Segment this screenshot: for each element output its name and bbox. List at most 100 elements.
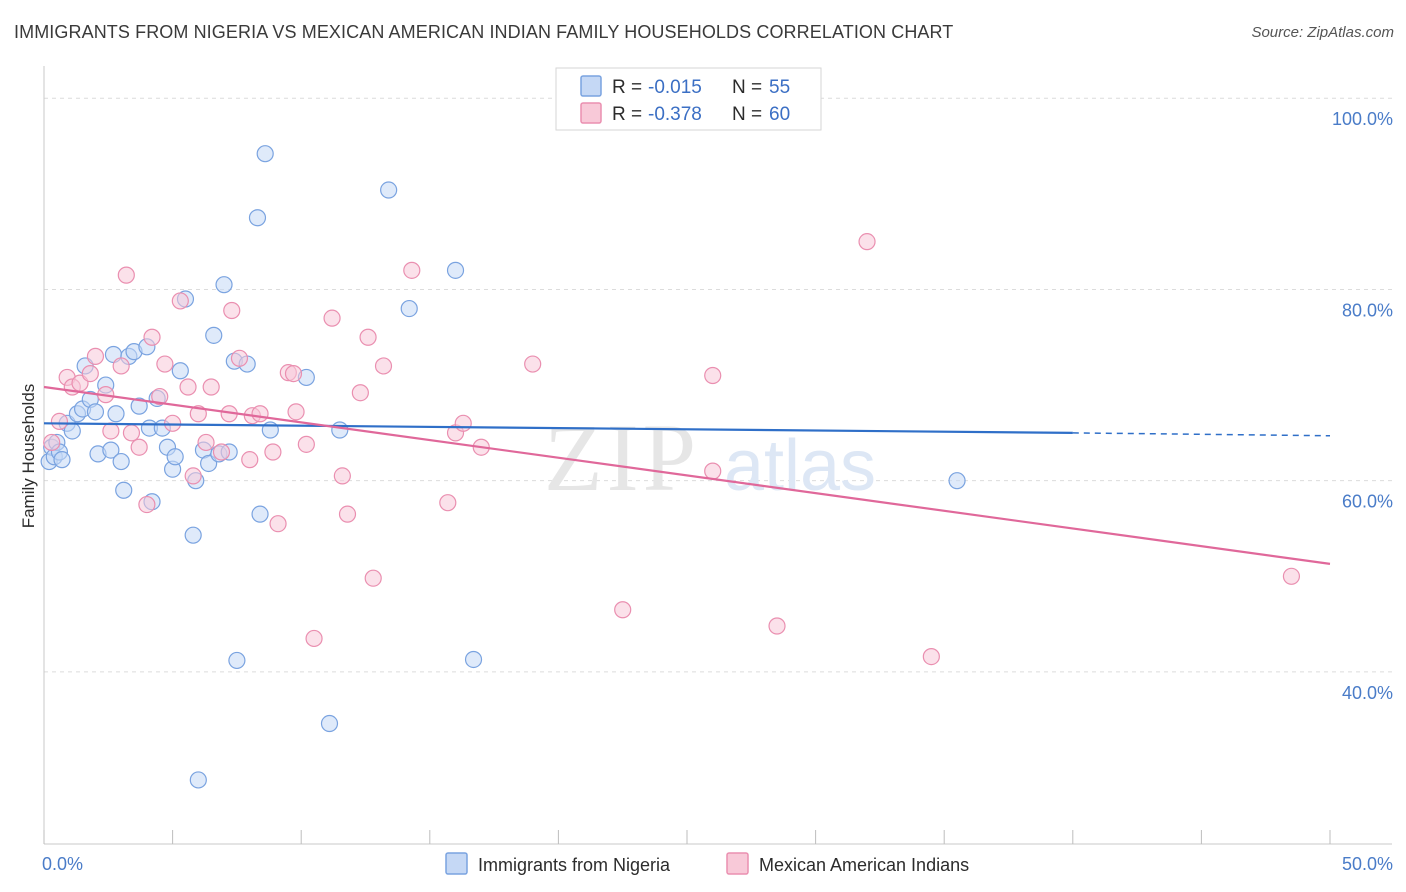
watermark-atlas: atlas bbox=[724, 426, 876, 506]
point-mexican-american-indians-42 bbox=[364, 569, 382, 587]
source-credit: Source: ZipAtlas.com bbox=[1251, 24, 1394, 41]
bottom-legend-label-mexican-american-indians: Mexican American Indians bbox=[759, 855, 969, 875]
point-mexican-american-indians-10 bbox=[117, 266, 135, 284]
axes: 40.0% 60.0% 80.0% 100.0% 0.0% 50.0% Family Hou… bbox=[19, 66, 1393, 874]
legend-n-label-1: N = bbox=[732, 77, 762, 98]
x-tick-label-1: 50.0% bbox=[1342, 854, 1393, 874]
point-mexican-american-indians-22 bbox=[197, 433, 215, 452]
point-mexican-american-indians-18 bbox=[171, 292, 189, 310]
point-nigeria-46 bbox=[251, 505, 269, 523]
point-mexican-american-indians-36 bbox=[297, 435, 315, 453]
point-nigeria-5 bbox=[53, 451, 71, 469]
point-mexican-american-indians-56 bbox=[1282, 567, 1301, 585]
point-nigeria-38 bbox=[205, 326, 223, 344]
legend-r-label-1: R = bbox=[612, 77, 642, 98]
point-mexican-american-indians-5 bbox=[81, 365, 99, 383]
point-nigeria-22 bbox=[130, 397, 148, 415]
point-mexican-american-indians-39 bbox=[338, 505, 357, 523]
y-tick-label-2: 80.0% bbox=[1342, 300, 1393, 320]
point-mexican-american-indians-13 bbox=[138, 495, 156, 514]
point-mexican-american-indians-32 bbox=[269, 515, 287, 533]
point-mexican-american-indians-37 bbox=[323, 309, 341, 327]
point-nigeria-53 bbox=[400, 299, 418, 318]
point-mexican-american-indians-27 bbox=[230, 349, 249, 367]
y-axis-title: Family Households bbox=[19, 384, 38, 529]
point-mexican-american-indians-19 bbox=[179, 378, 197, 396]
point-mexican-american-indians-24 bbox=[212, 443, 231, 461]
legend-swatch-nigeria bbox=[580, 75, 602, 97]
point-mexican-american-indians-17 bbox=[164, 414, 182, 432]
point-mexican-american-indians-54 bbox=[858, 233, 876, 251]
point-mexican-american-indians-16 bbox=[156, 355, 174, 373]
trend-line-nigeria bbox=[43, 422, 1073, 434]
point-mexican-american-indians-0 bbox=[43, 433, 61, 452]
point-nigeria-33 bbox=[184, 526, 202, 544]
point-mexican-american-indians-52 bbox=[704, 462, 722, 480]
point-mexican-american-indians-8 bbox=[102, 422, 120, 440]
point-nigeria-31 bbox=[171, 362, 189, 380]
point-mexican-american-indians-38 bbox=[333, 467, 351, 485]
point-mexican-american-indians-40 bbox=[351, 384, 369, 402]
legend-r-value-1: -0.015 bbox=[648, 77, 702, 98]
legend-n-label-2: N = bbox=[732, 104, 762, 125]
legend-r-value-2: -0.378 bbox=[648, 104, 702, 125]
x-tick-label-0: 0.0% bbox=[42, 854, 83, 874]
point-mexican-american-indians-12 bbox=[130, 438, 148, 456]
point-mexican-american-indians-26 bbox=[223, 301, 241, 320]
point-mexican-american-indians-20 bbox=[184, 467, 202, 485]
point-mexican-american-indians-47 bbox=[454, 414, 472, 432]
point-mexican-american-indians-43 bbox=[374, 357, 393, 375]
point-nigeria-50 bbox=[320, 714, 339, 733]
legend-r-label-2: R = bbox=[612, 104, 642, 125]
point-nigeria-15 bbox=[102, 441, 120, 459]
trend-line-dashed-nigeria bbox=[1072, 432, 1331, 437]
trend-line-mexican-american-indians bbox=[43, 385, 1331, 565]
point-nigeria-54 bbox=[446, 261, 465, 279]
point-mexican-american-indians-44 bbox=[403, 261, 421, 279]
point-mexican-american-indians-28 bbox=[241, 451, 259, 469]
point-mexican-american-indians-6 bbox=[86, 347, 105, 365]
point-mexican-american-indians-35 bbox=[287, 403, 305, 421]
point-mexican-american-indians-31 bbox=[264, 443, 282, 461]
point-nigeria-52 bbox=[380, 181, 398, 199]
point-mexican-american-indians-23 bbox=[202, 378, 220, 396]
point-mexican-american-indians-34 bbox=[284, 365, 303, 383]
watermark: ZIP atlas bbox=[544, 404, 876, 511]
trend-lines bbox=[43, 385, 1331, 565]
point-nigeria-56 bbox=[948, 472, 966, 490]
legend-n-value-1: 55 bbox=[769, 77, 790, 98]
y-tick-label-3: 100.0% bbox=[1332, 109, 1393, 129]
point-mexican-american-indians-49 bbox=[524, 355, 542, 373]
point-nigeria-47 bbox=[256, 145, 274, 163]
point-mexican-american-indians-9 bbox=[112, 357, 130, 375]
point-nigeria-35 bbox=[189, 771, 207, 789]
point-nigeria-12 bbox=[86, 403, 105, 421]
y-tick-label-0: 40.0% bbox=[1342, 683, 1393, 703]
bottom-legend-label-nigeria: Immigrants from Nigeria bbox=[478, 855, 671, 875]
point-nigeria-55 bbox=[464, 650, 483, 669]
point-mexican-american-indians-57 bbox=[305, 629, 323, 648]
point-mexican-american-indians-53 bbox=[768, 617, 786, 635]
point-mexican-american-indians-55 bbox=[922, 648, 940, 666]
point-nigeria-30 bbox=[166, 448, 184, 466]
point-nigeria-18 bbox=[112, 452, 130, 471]
point-mexican-american-indians-14 bbox=[143, 328, 161, 346]
legend-swatch-mexican-american-indians bbox=[580, 102, 602, 124]
grid-lines bbox=[44, 97, 1392, 673]
watermark-zip: ZIP bbox=[544, 404, 700, 511]
point-mexican-american-indians-41 bbox=[359, 328, 377, 346]
point-mexican-american-indians-30 bbox=[251, 405, 269, 423]
legend-n-value-2: 60 bbox=[769, 104, 790, 125]
y-tick-label-1: 60.0% bbox=[1342, 492, 1393, 512]
point-mexican-american-indians-1 bbox=[50, 412, 69, 431]
legend: R = -0.015 N = 55 R = -0.378 N = 60 bbox=[555, 67, 822, 131]
bottom-legend: Immigrants from Nigeria Mexican American… bbox=[445, 852, 969, 875]
point-nigeria-43 bbox=[228, 651, 246, 670]
point-mexican-american-indians-11 bbox=[122, 424, 141, 442]
point-nigeria-51 bbox=[331, 421, 349, 439]
point-nigeria-19 bbox=[115, 481, 133, 499]
point-mexican-american-indians-50 bbox=[614, 601, 632, 619]
bottom-legend-swatch-nigeria bbox=[445, 852, 468, 875]
point-nigeria-17 bbox=[107, 405, 125, 423]
